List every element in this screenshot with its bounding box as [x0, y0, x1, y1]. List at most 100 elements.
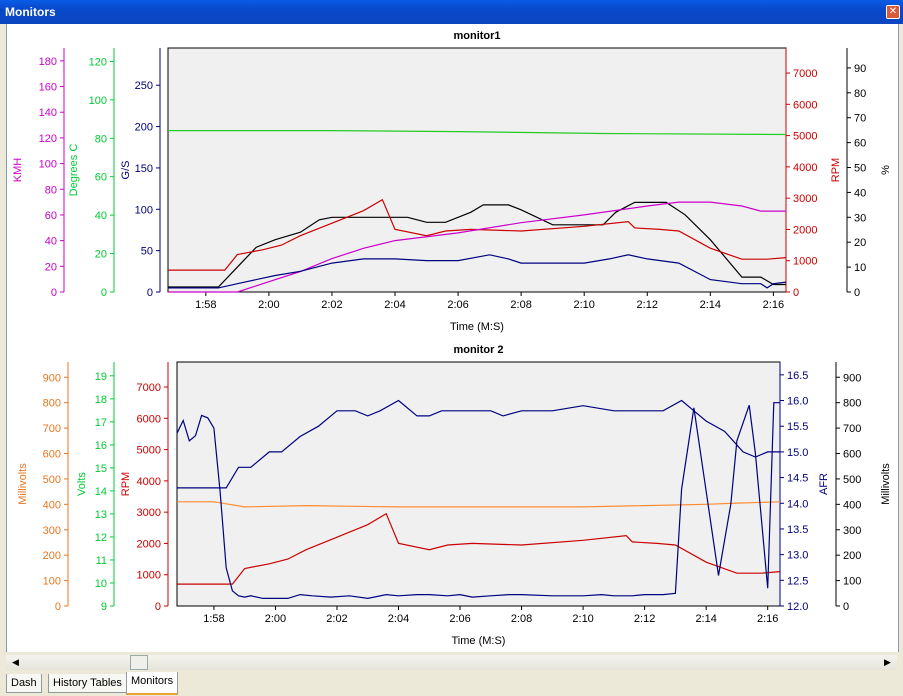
x-tick-label: 2:10 — [572, 613, 593, 625]
x-tick-label: 2:06 — [447, 299, 468, 311]
y-tick-label: 40 — [45, 236, 57, 248]
close-button[interactable]: ✕ — [886, 5, 900, 19]
y-tick-label: 3000 — [793, 193, 817, 205]
y-tick-label: 2000 — [793, 224, 817, 236]
horizontal-scrollbar[interactable]: ◀ ▶ — [6, 655, 897, 670]
x-axis-label: Time (M:S) — [450, 321, 504, 333]
y-tick-label: 300 — [843, 525, 861, 537]
y-tick-label: 20 — [95, 249, 107, 261]
x-axis-label: Time (M:S) — [452, 635, 506, 647]
y-tick-label: 30 — [854, 212, 866, 224]
y-tick-label: 200 — [843, 550, 861, 562]
y-tick-label: 150 — [135, 163, 153, 175]
x-tick-label: 2:16 — [763, 299, 784, 311]
y-tick-label: 14.0 — [787, 498, 808, 510]
y-tick-label: 300 — [43, 525, 61, 537]
chart-1: monitor1 1:58 2:00 2:02 2:04 2:06 2:08 2:10 2:12… — [12, 30, 892, 333]
y-tick-label: 1000 — [793, 256, 817, 268]
series-line — [177, 399, 780, 489]
y-tick-label: 0 — [147, 287, 153, 299]
y-tick-label: 10 — [95, 578, 107, 590]
y-tick-label: 60 — [45, 210, 57, 222]
tab-monitors[interactable]: Monitors — [126, 672, 179, 695]
chart-title: monitor1 — [453, 30, 500, 42]
chart-2: monitor 2 1:58 2:00 2:02 2:04 2:06 2:08 2:10 2:1… — [17, 344, 892, 647]
x-tick-label: 2:08 — [510, 299, 531, 311]
y-tick-label: 200 — [135, 122, 153, 134]
tab-dash[interactable]: Dash — [6, 674, 42, 693]
y-tick-label: 5000 — [793, 131, 817, 143]
x-tick-label: 2:12 — [634, 613, 655, 625]
y-axis-label: RPM — [120, 472, 132, 496]
y-tick-label: 80 — [95, 133, 107, 145]
y-tick-label: 90 — [854, 63, 866, 75]
y-tick-label: 18 — [95, 394, 107, 406]
y-tick-label: 13.0 — [787, 550, 808, 562]
y-tick-label: 160 — [39, 82, 57, 94]
y-tick-label: 14 — [95, 486, 107, 498]
x-tick-label: 1:58 — [195, 299, 216, 311]
y-tick-label: 60 — [854, 138, 866, 150]
x-tick-label: 2:14 — [695, 613, 716, 625]
y-tick-label: 900 — [843, 372, 861, 384]
y-axis-label: AFR — [818, 473, 830, 495]
y-tick-label: 16.5 — [787, 370, 808, 382]
series-line — [168, 201, 786, 288]
y-tick-label: 6000 — [137, 413, 161, 425]
y-tick-label: 14.5 — [787, 473, 808, 485]
y-tick-label: 13 — [95, 509, 107, 521]
y-tick-label: 20 — [854, 237, 866, 249]
x-tick-label: 2:02 — [321, 299, 342, 311]
y-tick-label: 3000 — [137, 507, 161, 519]
y-axis-label: G/S — [120, 161, 132, 180]
y-tick-label: 120 — [39, 133, 57, 145]
series-line — [176, 402, 780, 600]
y-tick-label: 700 — [43, 423, 61, 435]
y-tick-label: 100 — [89, 95, 107, 107]
y-axis-label: KMH — [12, 158, 24, 183]
y-tick-label: 12.5 — [787, 575, 808, 587]
scroll-thumb[interactable] — [130, 655, 148, 670]
y-tick-label: 9 — [101, 601, 107, 613]
plot-area — [176, 361, 781, 607]
y-tick-label: 70 — [854, 113, 866, 125]
y-tick-label: 17 — [95, 417, 107, 429]
x-tick-label: 1:58 — [203, 613, 224, 625]
y-tick-label: 50 — [141, 246, 153, 258]
plot-area — [167, 47, 787, 293]
y-tick-label: 19 — [95, 371, 107, 383]
series-line — [168, 129, 787, 136]
scroll-right-button[interactable]: ▶ — [884, 657, 891, 667]
scroll-left-button[interactable]: ◀ — [12, 657, 19, 667]
y-tick-label: 40 — [854, 187, 866, 199]
y-tick-label: 13.5 — [787, 524, 808, 536]
y-tick-label: 120 — [89, 56, 107, 68]
y-tick-label: 800 — [43, 398, 61, 410]
y-tick-label: 12 — [95, 532, 107, 544]
y-tick-label: 10 — [854, 262, 866, 274]
series-line — [177, 501, 781, 508]
y-tick-label: 16.0 — [787, 396, 808, 408]
y-tick-label: 0 — [55, 601, 61, 613]
window-titlebar[interactable]: Monitors ✕ — [0, 0, 903, 24]
y-tick-label: 500 — [843, 474, 861, 486]
y-tick-label: 600 — [43, 449, 61, 461]
y-tick-label: 4000 — [793, 162, 817, 174]
tab-strip: Dash History Tables Monitors — [0, 672, 903, 696]
tab-history-tables[interactable]: History Tables — [48, 674, 127, 693]
y-axis-label: Volts — [76, 472, 88, 496]
y-tick-label: 0 — [854, 287, 860, 299]
y-tick-label: 0 — [51, 287, 57, 299]
y-tick-label: 900 — [43, 372, 61, 384]
monitors-panel: monitor1 1:58 2:00 2:02 2:04 2:06 2:08 2:10 2:12… — [6, 24, 899, 652]
y-tick-label: 16 — [95, 440, 107, 452]
y-axis-label: Degrees C — [68, 144, 80, 197]
y-tick-label: 20 — [45, 261, 57, 273]
series-line — [168, 201, 786, 293]
series-line — [177, 512, 781, 585]
y-tick-label: 0 — [793, 287, 799, 299]
y-tick-label: 400 — [843, 499, 861, 511]
y-tick-label: 0 — [101, 287, 107, 299]
y-tick-label: 0 — [843, 601, 849, 613]
y-tick-label: 140 — [39, 107, 57, 119]
